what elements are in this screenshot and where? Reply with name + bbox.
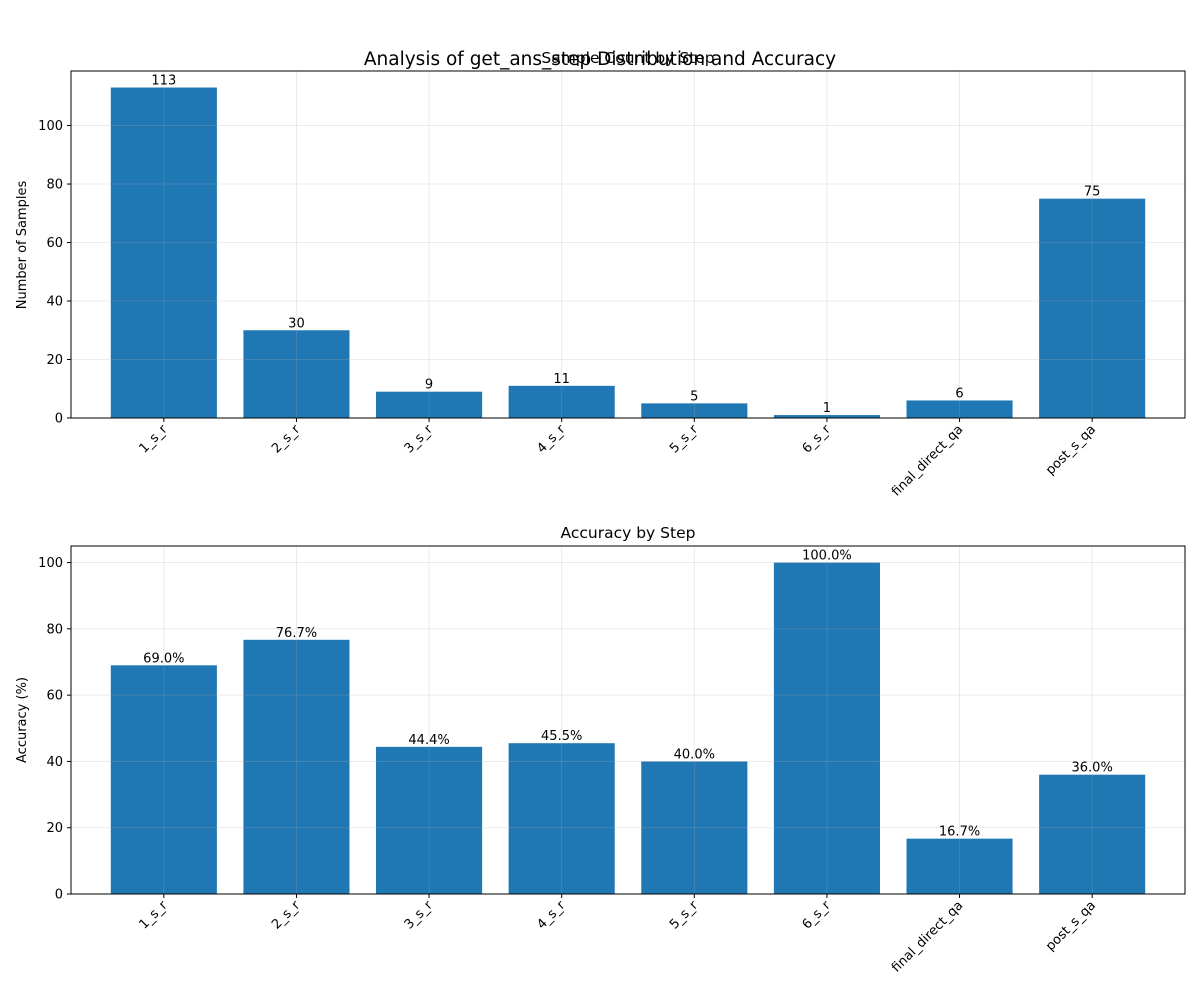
accuracy-bar <box>773 562 880 894</box>
sample-count-ytick-label: 100 <box>38 119 63 134</box>
sample-count-bars <box>110 87 1146 419</box>
accuracy-value-label: 69.0% <box>143 651 184 666</box>
sample-count-ytick-label: 20 <box>46 353 63 368</box>
figure-suptitle: Analysis of get_ans_step Distribution an… <box>364 49 836 70</box>
accuracy-ytick-label: 80 <box>46 622 63 637</box>
accuracy-value-label: 76.7% <box>276 626 317 641</box>
sample-count-value-label: 113 <box>151 74 176 89</box>
sample-count-axes-frame <box>70 70 1186 419</box>
sample-count-value-label: 30 <box>288 316 305 331</box>
accuracy-value-label: 16.7% <box>939 825 980 840</box>
sample-count-bar <box>243 330 350 418</box>
accuracy-ytick-label: 0 <box>55 888 63 903</box>
accuracy-bar <box>641 761 748 894</box>
accuracy-ytick-label: 100 <box>38 556 63 571</box>
accuracy-bar <box>1039 774 1146 894</box>
accuracy-title: Accuracy by Step <box>561 524 696 542</box>
sample-count-value-label: 6 <box>955 386 963 401</box>
sample-count-bar <box>1039 198 1146 418</box>
sample-count-value-label: 9 <box>425 378 433 393</box>
accuracy-ytick-label: 40 <box>46 755 63 770</box>
sample-count-bar <box>773 415 880 418</box>
accuracy-ytick-label: 20 <box>46 821 63 836</box>
accuracy-value-label: 44.4% <box>408 733 449 748</box>
accuracy-bar <box>376 746 483 894</box>
accuracy-value-label: 45.5% <box>541 729 582 744</box>
sample-count-value-label: 5 <box>690 389 698 404</box>
sample-count-ytick-label: 40 <box>46 295 63 310</box>
accuracy-value-label: 100.0% <box>802 549 852 564</box>
sample-count-bar <box>376 391 483 418</box>
accuracy-bar <box>906 838 1013 894</box>
accuracy-value-label: 36.0% <box>1072 761 1113 776</box>
sample-count-bar <box>508 385 615 418</box>
sample-count-bar <box>110 87 217 419</box>
sample-count-ytick-label: 80 <box>46 178 63 193</box>
sample-count-value-label: 11 <box>553 372 570 387</box>
sample-count-bar <box>906 400 1013 418</box>
accuracy-axes-frame <box>70 545 1186 895</box>
sample-count-ytick-label: 0 <box>55 412 63 427</box>
accuracy-bar <box>508 743 615 894</box>
accuracy-value-label: 40.0% <box>674 747 715 762</box>
sample-count-value-label: 1 <box>823 401 831 416</box>
accuracy-bar <box>243 639 350 894</box>
sample-count-bar <box>641 403 748 418</box>
accuracy-bar <box>110 665 217 894</box>
sample-count-ylabel: Number of Samples <box>15 181 30 310</box>
accuracy-ylabel: Accuracy (%) <box>15 677 30 763</box>
accuracy-bars <box>110 562 1146 894</box>
accuracy-ytick-label: 60 <box>46 689 63 704</box>
sample-count-title: Sample Count by Step <box>541 49 714 67</box>
sample-count-value-label: 75 <box>1084 185 1101 200</box>
sample-count-ytick-label: 60 <box>46 236 63 251</box>
